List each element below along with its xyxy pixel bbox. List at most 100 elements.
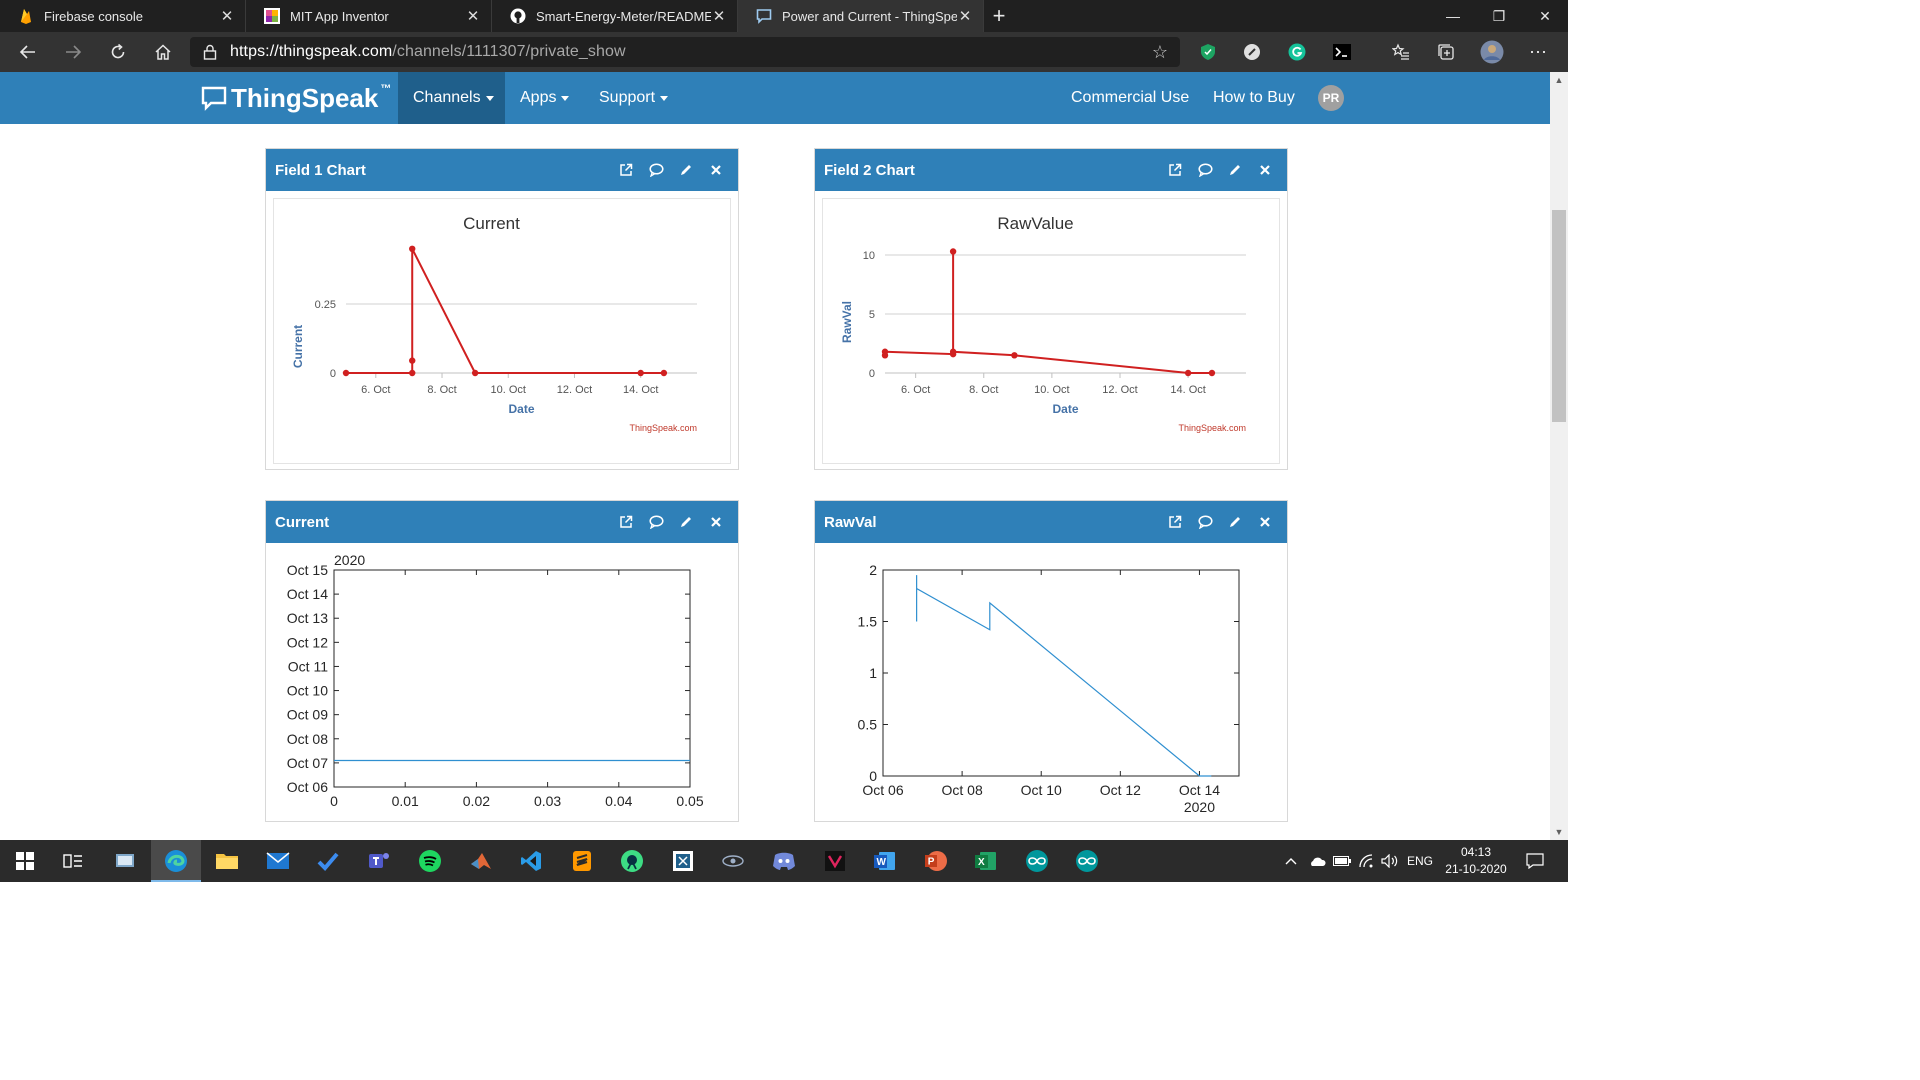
edge-browser-icon[interactable]	[151, 840, 201, 882]
pencil-icon[interactable]	[671, 501, 701, 543]
android-studio-icon[interactable]	[607, 840, 657, 882]
close-icon[interactable]: ✕	[958, 8, 972, 25]
terminal-icon[interactable]	[1328, 38, 1356, 66]
excel-icon[interactable]: X	[961, 840, 1011, 882]
minimize-icon[interactable]: —	[1446, 8, 1460, 24]
current-line-chart[interactable]: Current 0 0.25 6. Oct 8. Oct 10. Oct 12. Oct 14…	[274, 199, 732, 465]
wifi-icon[interactable]	[1355, 840, 1377, 882]
close-icon[interactable]: ✕	[466, 8, 480, 25]
tab-thingspeak[interactable]: Power and Current - ThingSpeak ✕	[738, 0, 984, 32]
pencil-icon[interactable]	[1220, 149, 1250, 191]
shield-extension-icon[interactable]	[1194, 38, 1222, 66]
favorite-star-icon[interactable]: ☆	[1151, 41, 1169, 62]
language-indicator[interactable]: ENG	[1406, 854, 1433, 868]
restore-icon[interactable]: ❐	[1492, 7, 1506, 24]
refresh-icon[interactable]	[96, 32, 140, 72]
nav-apps[interactable]: Apps	[505, 72, 584, 124]
grammarly-icon[interactable]	[1283, 38, 1311, 66]
scroll-up-arrow-icon[interactable]: ▲	[1554, 75, 1564, 85]
user-avatar[interactable]: PR	[1318, 85, 1344, 111]
bluetooth-app-icon[interactable]	[708, 840, 758, 882]
nav-how-to-buy[interactable]: How to Buy	[1213, 89, 1295, 106]
chevron-up-icon[interactable]	[1280, 840, 1302, 882]
pencil-icon[interactable]	[1220, 501, 1250, 543]
vscode-icon[interactable]	[506, 840, 556, 882]
battery-icon[interactable]	[1331, 840, 1353, 882]
comment-icon[interactable]	[1190, 149, 1220, 191]
close-icon[interactable]	[701, 501, 731, 543]
external-link-icon[interactable]	[1160, 149, 1190, 191]
matlab-icon[interactable]	[456, 840, 506, 882]
arduino-icon[interactable]	[1062, 840, 1112, 882]
system-clock[interactable]: 04:13 21-10-2020	[1440, 844, 1512, 878]
task-view-icon[interactable]	[48, 840, 98, 882]
onedrive-cloud-icon[interactable]	[1305, 840, 1329, 882]
x-tick-label: Oct 08	[941, 782, 982, 798]
external-link-icon[interactable]	[611, 149, 641, 191]
current-matlab-plot[interactable]: 0 0.01 0.02 0.03 0.04 0.05 Oct 06 Oct 07 Oct 08 O…	[273, 550, 733, 818]
profile-avatar[interactable]	[1478, 38, 1506, 66]
pencil-icon[interactable]	[671, 149, 701, 191]
scroll-down-arrow-icon[interactable]: ▼	[1554, 827, 1564, 837]
nav-commercial-use[interactable]: Commercial Use	[1071, 89, 1190, 106]
nav-channels[interactable]: Channels	[398, 72, 505, 124]
comment-icon[interactable]	[641, 501, 671, 543]
scrollbar-thumb[interactable]	[1552, 210, 1566, 422]
arduino-icon[interactable]	[1012, 840, 1062, 882]
word-icon[interactable]: W	[860, 840, 910, 882]
speaker-icon[interactable]	[1379, 840, 1401, 882]
url-field[interactable]: https://thingspeak.com/channels/1111307/…	[190, 37, 1180, 67]
tab-firebase[interactable]: Firebase console ✕	[0, 0, 246, 32]
new-tab-button[interactable]: +	[992, 3, 1006, 28]
close-icon[interactable]	[1250, 149, 1280, 191]
collections-icon[interactable]	[1432, 38, 1460, 66]
powerpoint-icon[interactable]: P	[911, 840, 961, 882]
home-icon[interactable]	[141, 32, 185, 72]
mail-icon[interactable]	[253, 840, 303, 882]
svg-text:W: W	[877, 857, 887, 868]
y-tick-label: 10	[863, 250, 875, 262]
y-tick-label: Oct 15	[287, 562, 328, 578]
tab-title: Smart-Energy-Meter/README.m	[536, 8, 711, 24]
y-tick-label: 2	[869, 562, 877, 578]
thingspeak-logo[interactable]: ThingSpeak ™	[200, 82, 391, 114]
window-controls: — ❐ ✕	[1430, 0, 1568, 32]
todo-icon[interactable]	[303, 840, 353, 882]
x-axis-label: Date	[1052, 402, 1078, 416]
rawval-matlab-plot[interactable]: Oct 06 Oct 08 Oct 10 Oct 12 Oct 14 0 0.5 1 1.5 2 2…	[822, 550, 1282, 818]
y-tick-label: Oct 12	[287, 634, 328, 650]
close-icon[interactable]: ✕	[220, 8, 234, 25]
close-icon[interactable]	[1250, 501, 1280, 543]
forward-arrow-icon[interactable]	[51, 32, 95, 72]
current-matlab-widget: Current 0 0.01 0.02 0.03 0.04 0.05 Oct 06 Oct 0…	[265, 500, 739, 822]
nav-support[interactable]: Support	[584, 72, 683, 124]
close-icon[interactable]	[701, 149, 731, 191]
file-explorer-icon[interactable]	[202, 840, 252, 882]
control-panel-icon[interactable]	[100, 840, 150, 882]
external-link-icon[interactable]	[611, 501, 641, 543]
external-link-icon[interactable]	[1160, 501, 1190, 543]
link-extension-icon[interactable]	[1238, 38, 1266, 66]
snipping-tool-icon[interactable]	[658, 840, 708, 882]
close-window-icon[interactable]: ✕	[1539, 7, 1551, 24]
lock-icon[interactable]	[190, 44, 230, 60]
tab-app-inventor[interactable]: MIT App Inventor ✕	[246, 0, 492, 32]
page-scrollbar[interactable]: ▲ ▼	[1550, 72, 1568, 840]
data-point	[949, 348, 957, 355]
favorites-list-icon[interactable]	[1387, 38, 1415, 66]
spotify-icon[interactable]	[405, 840, 455, 882]
discord-icon[interactable]	[759, 840, 809, 882]
more-options-icon[interactable]: ⋯	[1529, 41, 1547, 62]
y-tick-label: Oct 07	[287, 755, 328, 771]
rawvalue-line-chart[interactable]: RawValue 0 5 10 6. Oct 8. Oct 10. Oct 12. Oct 14…	[823, 199, 1281, 465]
comment-icon[interactable]	[641, 149, 671, 191]
close-icon[interactable]: ✕	[712, 8, 726, 25]
windows-start-icon[interactable]	[0, 840, 50, 882]
teams-icon[interactable]	[354, 840, 404, 882]
media-app-icon[interactable]	[810, 840, 860, 882]
tab-github[interactable]: Smart-Energy-Meter/README.m ✕	[492, 0, 738, 32]
comment-icon[interactable]	[1190, 501, 1220, 543]
sublime-text-icon[interactable]	[557, 840, 607, 882]
notifications-icon[interactable]	[1520, 840, 1550, 882]
back-arrow-icon[interactable]	[6, 32, 50, 72]
